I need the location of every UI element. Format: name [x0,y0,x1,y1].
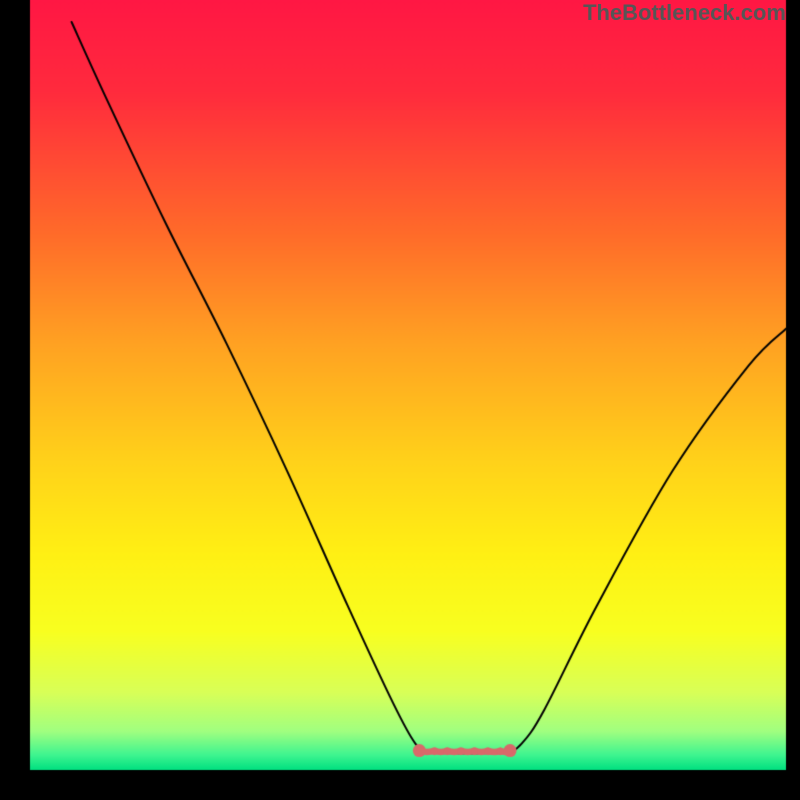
chart-container: TheBottleneck.com [0,0,800,800]
chart-curve-layer [0,0,800,800]
